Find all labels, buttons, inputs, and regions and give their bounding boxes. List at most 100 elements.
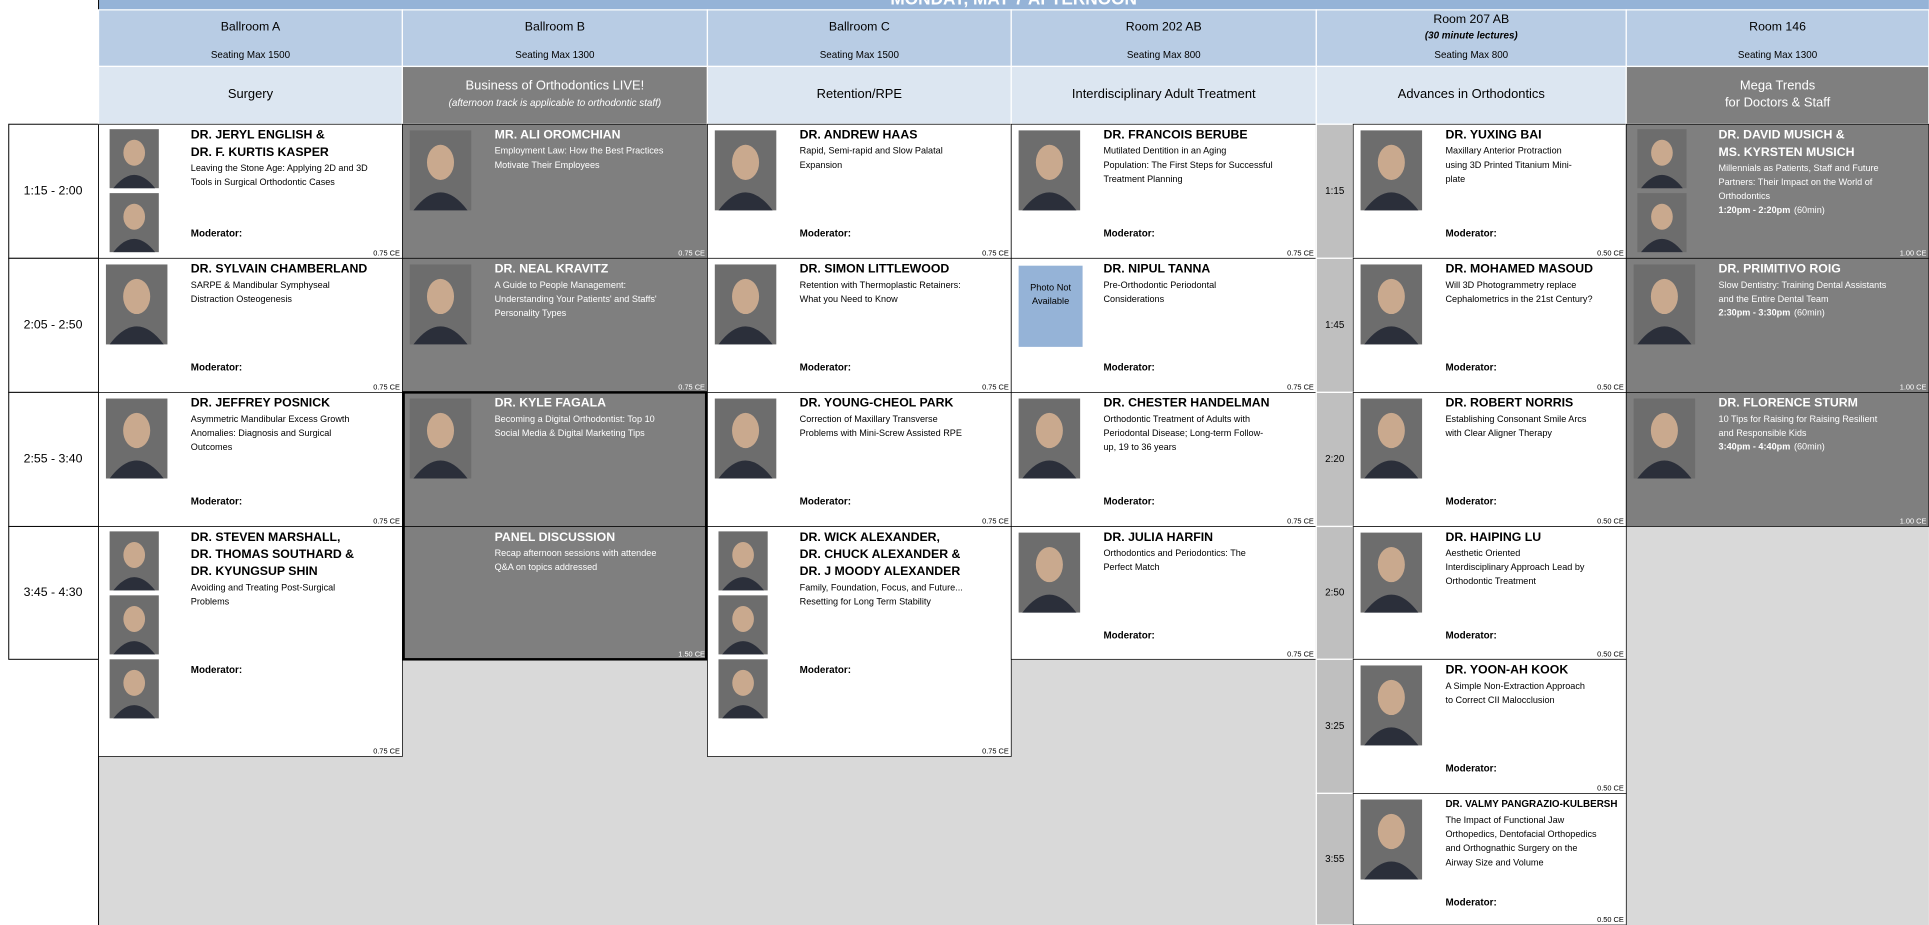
description: Interdisciplinary Approach Lead by (1445, 562, 1584, 572)
speaker: DR. JULIA HARFIN (1103, 530, 1213, 544)
photo-face (1035, 547, 1063, 583)
session-time: 3:40pm - 4:40pm (60min) (1719, 442, 1825, 452)
room-name: Ballroom A (221, 19, 281, 33)
speaker: DR. F. KURTIS KASPER (191, 145, 329, 159)
moderator: Moderator: (1103, 228, 1154, 239)
speaker: DR. SIMON LITTLEWOOD (800, 262, 950, 276)
seating: Seating Max 1500 (820, 50, 900, 61)
ce-credit: 0.50 CE (1597, 382, 1624, 391)
speaker: DR. ROBERT NORRIS (1445, 396, 1573, 410)
moderator: Moderator: (191, 496, 242, 507)
ce-credit: 0.75 CE (373, 248, 400, 257)
photo-face (123, 278, 151, 315)
photo-face (732, 412, 760, 449)
ce-credit: 0.75 CE (678, 248, 705, 257)
photo-shoulders (1637, 326, 1692, 345)
description: Perfect Match (1103, 562, 1159, 572)
track: Mega Trends (1740, 78, 1815, 93)
time-cell (8, 257, 100, 393)
duration: (60min) (1794, 308, 1825, 318)
photo-shoulders (1022, 192, 1077, 211)
photo-face (1377, 679, 1405, 716)
speaker: DR. WICK ALEXANDER, (800, 530, 940, 544)
room-name: Room 202 AB (1126, 19, 1202, 33)
photo-face (1650, 412, 1678, 449)
ce-credit: 0.75 CE (982, 248, 1009, 257)
moderator: Moderator: (1103, 631, 1154, 642)
track: Interdisciplinary Adult Treatment (1072, 86, 1256, 101)
session-time: 1:45 (1325, 320, 1345, 331)
time-subcell (1315, 792, 1354, 925)
description: Becoming a Digital Orthodontist: Top 10 (495, 414, 655, 424)
photo-placeholder-text: Photo Not (1030, 282, 1071, 292)
seating: Seating Max 1500 (211, 50, 291, 61)
photo-face (1377, 813, 1405, 850)
photo-shoulders (1364, 460, 1419, 479)
seating: Seating Max 800 (1434, 50, 1508, 61)
description: 10 Tips for Raising for Raising Resilien… (1719, 414, 1878, 424)
speaker: DR. YUXING BAI (1445, 128, 1541, 142)
description: Problems (191, 597, 230, 607)
moderator: Moderator: (800, 665, 851, 676)
seating: Seating Max 1300 (1738, 50, 1818, 61)
moderator: Moderator: (1103, 496, 1154, 507)
ce-credit: 0.75 CE (373, 382, 400, 391)
description: Anomalies: Diagnosis and Surgical (191, 428, 332, 438)
photo-face (123, 412, 151, 449)
ce-credit: 0.75 CE (982, 747, 1009, 756)
description: Periodontal Disease; Long-term Follow- (1103, 428, 1263, 438)
photo-shoulders (718, 326, 773, 345)
ce-credit: 1.50 CE (678, 649, 705, 658)
description: Recap afternoon sessions with attendee (495, 548, 657, 558)
time-subcell (1315, 525, 1354, 660)
time-subcell (1315, 391, 1354, 528)
speaker: DR. ANDREW HAAS (800, 128, 918, 142)
photo-face (1377, 144, 1405, 180)
header-cell (1625, 9, 1929, 68)
speaker: DR. VALMY PANGRAZIO-KULBERSH (1445, 799, 1617, 810)
photo-face (1650, 278, 1678, 315)
description: Maxillary Anterior Protraction (1445, 146, 1561, 156)
description: and Orthognathic Surgery on the (1445, 843, 1577, 853)
description: SARPE & Mandibular Symphyseal (191, 280, 330, 290)
description: Orthodontic Treatment of Adults with (1103, 414, 1250, 424)
description: Problems with Mini-Screw Assisted RPE (800, 428, 962, 438)
description: Resetting for Long Term Stability (800, 597, 932, 607)
photo-shoulders (718, 460, 773, 479)
photo-shoulders (413, 460, 468, 479)
photo-face (123, 542, 146, 568)
track: Advances in Orthodontics (1398, 86, 1545, 101)
header-cell (1315, 9, 1627, 68)
time-slot: 2:05 - 2:50 (24, 318, 83, 332)
photo-face (732, 669, 754, 696)
description: The Impact of Functional Jaw (1445, 815, 1564, 825)
photo-face (426, 144, 455, 180)
description: with Clear Aligner Therapy (1444, 428, 1552, 438)
moderator: Moderator: (800, 496, 851, 507)
description: Airway Size and Volume (1445, 857, 1543, 867)
photo-shoulders (113, 577, 156, 591)
track: for Doctors & Staff (1725, 95, 1831, 110)
time-range: 1:20pm - 2:20pm (1719, 205, 1791, 215)
session-time: 2:20 (1325, 454, 1345, 465)
photo-face (1377, 412, 1405, 449)
description: Slow Dentistry: Training Dental Assistan… (1719, 280, 1887, 290)
photo-shoulders (413, 326, 468, 345)
title: MONDAY, MAY 7 AFTERNOON (890, 0, 1137, 9)
description: Q&A on topics addressed (495, 562, 598, 572)
photo-shoulders (1364, 594, 1419, 613)
photo-face (1651, 203, 1673, 230)
description: Distraction Osteogenesis (191, 294, 293, 304)
track-note: (afternoon track is applicable to orthod… (449, 98, 662, 109)
photo-shoulders (718, 192, 773, 211)
session-time: 1:20pm - 2:20pm (60min) (1719, 205, 1825, 215)
description: Partners: Their Impact on the World of (1719, 177, 1873, 187)
photo-placeholder (1018, 265, 1083, 347)
description: Orthodontic Treatment (1445, 576, 1536, 586)
photo-face (1651, 139, 1673, 166)
room-note: (30 minute lectures) (1425, 30, 1518, 41)
description: Orthodontics and Periodontics: The (1103, 548, 1245, 558)
panel-border (402, 391, 708, 661)
ce-credit: 0.50 CE (1597, 649, 1624, 658)
photo-face (426, 278, 455, 315)
